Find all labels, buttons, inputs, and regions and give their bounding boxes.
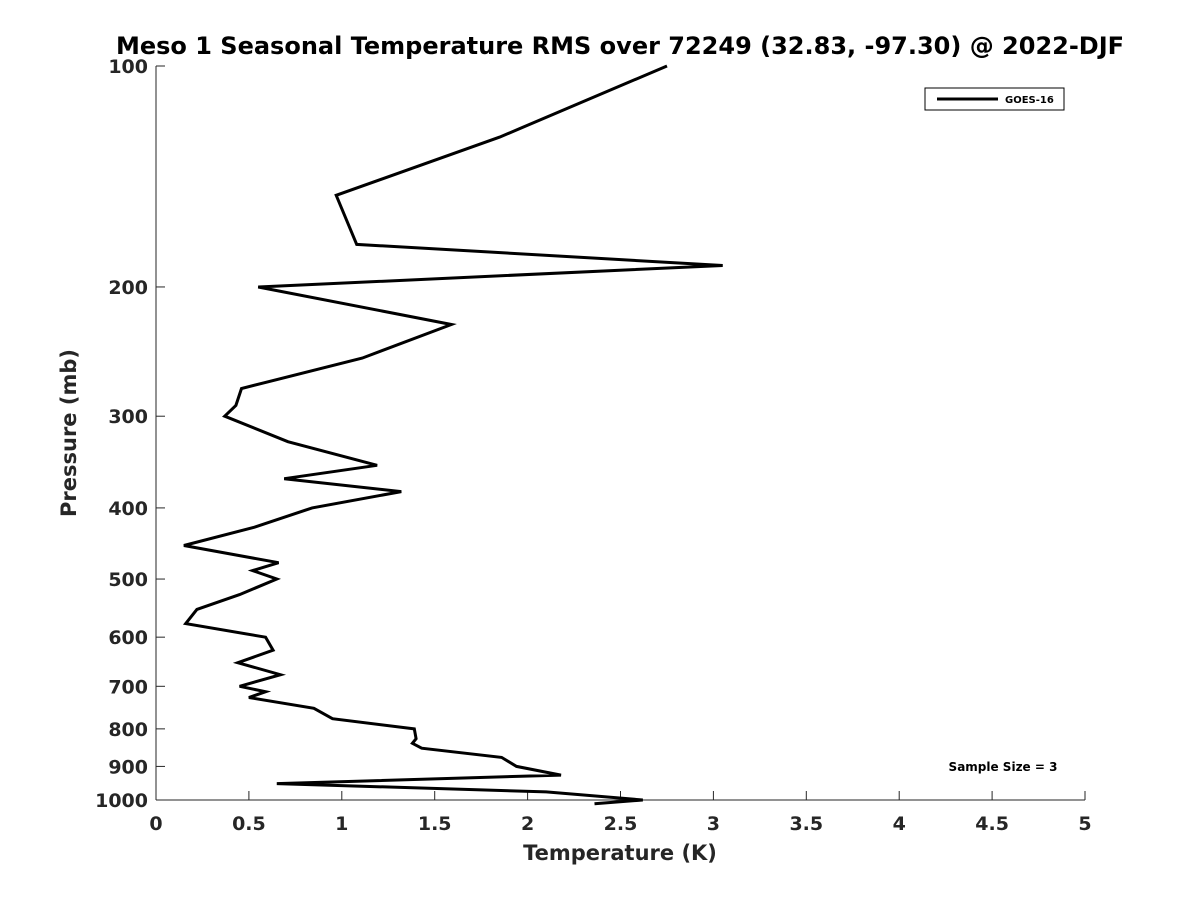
x-axis-label: Temperature (K) xyxy=(523,841,717,865)
y-tick-label: 900 xyxy=(108,756,148,778)
y-tick-label: 1000 xyxy=(95,790,148,812)
x-tick-label: 5 xyxy=(1078,813,1091,835)
plot-axes xyxy=(155,66,1085,801)
x-tick-label: 1 xyxy=(335,813,348,835)
x-tick-label: 0 xyxy=(149,813,162,835)
y-tick-label: 600 xyxy=(108,627,148,649)
y-tick-label: 700 xyxy=(108,676,148,698)
x-tick-label: 2.5 xyxy=(604,813,638,835)
series-line-goes-16 xyxy=(182,64,723,806)
y-tick-label: 100 xyxy=(108,56,148,78)
chart-title: Meso 1 Seasonal Temperature RMS over 722… xyxy=(116,32,1124,60)
x-tick-label: 4 xyxy=(893,813,906,835)
x-tick-label: 3.5 xyxy=(789,813,823,835)
legend: GOES-16 xyxy=(924,87,1065,111)
y-axis-ticks: 100 200 300 400 500 600 700 800 900 1000 xyxy=(95,56,165,812)
x-tick-label: 0.5 xyxy=(232,813,266,835)
x-tick-label: 1.5 xyxy=(418,813,452,835)
y-tick-label: 800 xyxy=(108,719,148,741)
y-tick-label: 300 xyxy=(108,406,148,428)
x-tick-label: 4.5 xyxy=(975,813,1009,835)
legend-label-goes-16: GOES-16 xyxy=(1005,95,1054,106)
x-tick-label: 2 xyxy=(521,813,534,835)
x-tick-label: 3 xyxy=(707,813,720,835)
x-axis-ticks: 0 0.5 1 1.5 2 2.5 3 3.5 4 4.5 5 xyxy=(149,791,1092,835)
y-axis-label: Pressure (mb) xyxy=(57,349,81,517)
y-tick-label: 500 xyxy=(108,569,148,591)
y-tick-label: 400 xyxy=(108,498,148,520)
y-tick-label: 200 xyxy=(108,277,148,299)
sample-size-annotation: Sample Size = 3 xyxy=(949,760,1058,774)
